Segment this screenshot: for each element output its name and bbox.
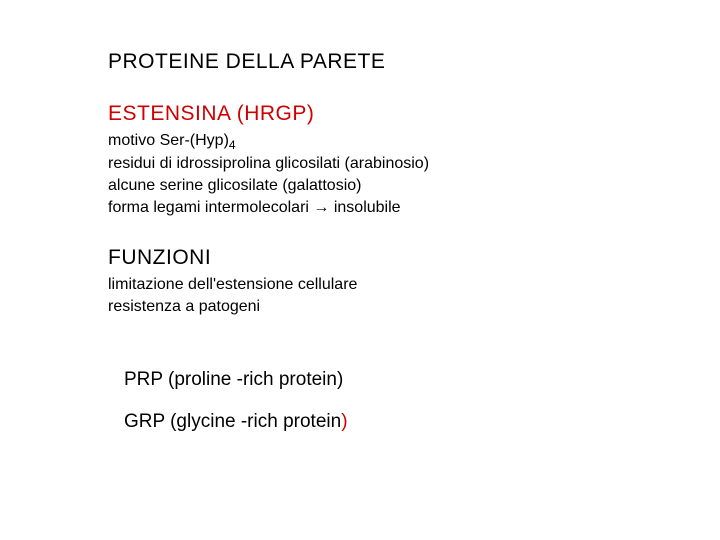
estensina-line-4b: insolubile [329,199,400,216]
estensina-line-4a: forma legami intermolecolari [108,199,313,216]
estensina-heading-text: ESTENSINA (HRGP) [108,102,314,125]
main-title: PROTEINE DELLA PARETE [108,50,720,74]
estensina-line-4: forma legami intermolecolari → insolubil… [108,197,720,219]
estensina-line-1-sub: 4 [229,138,236,152]
prp-line: PRP (proline -rich protein) [124,369,720,391]
estensina-heading: ESTENSINA (HRGP) [108,102,720,126]
grp-paren: ) [341,411,347,432]
estensina-line-1-prefix: motivo Ser-(Hyp) [108,132,229,149]
funzioni-line-1: limitazione dell'estensione cellulare [108,274,720,296]
estensina-line-3: alcune serine glicosilate (galattosio) [108,175,720,197]
estensina-line-1: motivo Ser-(Hyp)4 [108,130,720,153]
funzioni-heading: FUNZIONI [108,246,720,270]
grp-line: GRP (glycine -rich protein) [124,411,720,433]
right-arrow-icon: → [313,197,329,219]
funzioni-line-2: resistenza a patogeni [108,296,720,318]
estensina-line-2: residui di idrossiprolina glicosilati (a… [108,153,720,175]
grp-text: GRP (glycine -rich protein [124,411,341,432]
slide-content: PROTEINE DELLA PARETE ESTENSINA (HRGP) m… [0,0,720,540]
